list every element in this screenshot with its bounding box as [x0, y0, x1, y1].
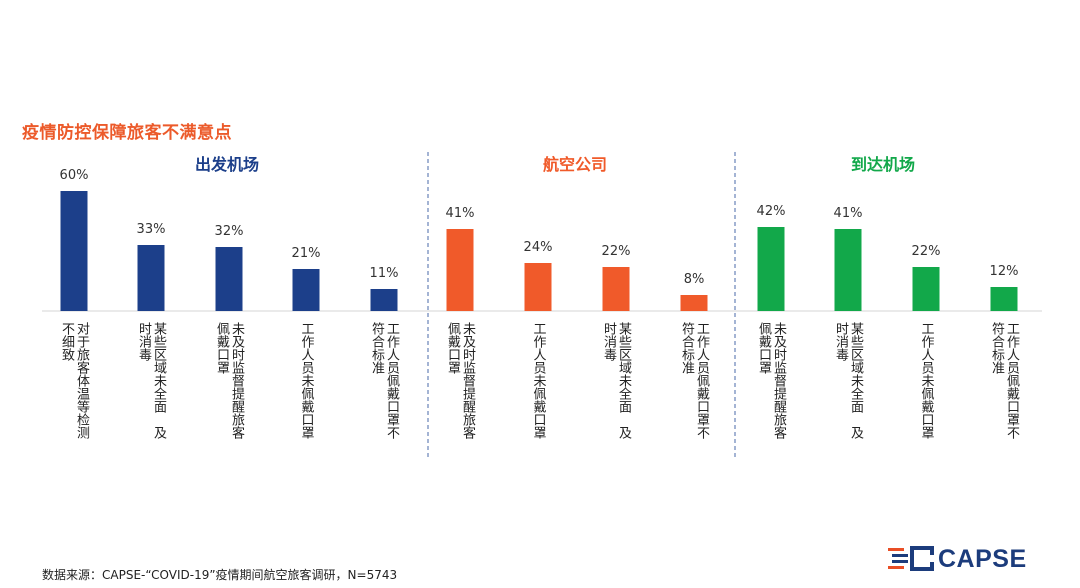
- data-label: 60%: [60, 168, 89, 183]
- chart-title: 疫情防控保障旅客不满意点: [22, 123, 232, 143]
- category-label: 某些区域未全面 及: [848, 322, 864, 439]
- category-label: 符合标准: [989, 321, 1005, 374]
- category-label: 工作人员未佩戴口罩: [531, 322, 547, 439]
- group-title: 到达机场: [851, 155, 915, 174]
- data-label: 42%: [757, 204, 786, 219]
- category-label: 不细致: [59, 322, 75, 361]
- bar: [912, 267, 940, 311]
- bar: [60, 191, 88, 311]
- data-label: 33%: [137, 222, 166, 237]
- category-label: 工作人员佩戴口罩不: [384, 322, 400, 439]
- group-title: 航空公司: [543, 155, 607, 174]
- category-label: 时消毒: [833, 322, 849, 362]
- bar: [990, 287, 1018, 311]
- category-label: 对于旅客体温等检测: [74, 322, 90, 439]
- logo-text: CAPSE: [938, 545, 1027, 573]
- bar: [137, 245, 165, 311]
- category-label: 佩戴口罩: [214, 322, 230, 374]
- data-label: 32%: [215, 224, 244, 239]
- category-label: 时消毒: [601, 322, 617, 362]
- category-label: 某些区域未全面 及: [151, 322, 167, 439]
- data-label: 8%: [684, 272, 705, 287]
- bar: [446, 229, 474, 311]
- bar: [524, 263, 552, 311]
- bar: [834, 229, 862, 311]
- bar: [370, 289, 398, 311]
- data-label: 11%: [370, 266, 399, 281]
- category-label: 未及时监督提醒旅客: [229, 322, 245, 440]
- data-label: 41%: [834, 206, 863, 221]
- capse-logo-icon: [888, 546, 936, 571]
- category-label: 工作人员佩戴口罩不: [1004, 322, 1020, 439]
- bar: [602, 267, 630, 311]
- category-label: 符合标准: [369, 321, 385, 374]
- data-label: 22%: [602, 244, 631, 259]
- category-label: 符合标准: [679, 321, 695, 374]
- data-label: 41%: [446, 206, 475, 221]
- category-label: 工作人员佩戴口罩不: [694, 322, 710, 439]
- bar: [215, 247, 243, 311]
- source-note: 数据来源：CAPSE-“COVID-19”疫情期间航空旅客调研，N=5743: [42, 568, 398, 582]
- category-label: 某些区域未全面 及: [616, 322, 632, 439]
- category-label: 工作人员未佩戴口罩: [299, 322, 315, 439]
- data-label: 21%: [292, 246, 321, 261]
- category-label: 未及时监督提醒旅客: [771, 322, 787, 440]
- category-label: 未及时监督提醒旅客: [460, 322, 476, 440]
- bar: [757, 227, 785, 311]
- category-label: 工作人员未佩戴口罩: [919, 322, 935, 439]
- bar: [680, 295, 708, 311]
- category-label: 佩戴口罩: [445, 322, 461, 374]
- data-label: 22%: [912, 244, 941, 259]
- data-label: 24%: [524, 240, 553, 255]
- category-label: 时消毒: [136, 322, 152, 362]
- group-title: 出发机场: [195, 155, 259, 174]
- category-label: 佩戴口罩: [756, 322, 772, 374]
- data-label: 12%: [990, 264, 1019, 279]
- bar: [292, 269, 320, 311]
